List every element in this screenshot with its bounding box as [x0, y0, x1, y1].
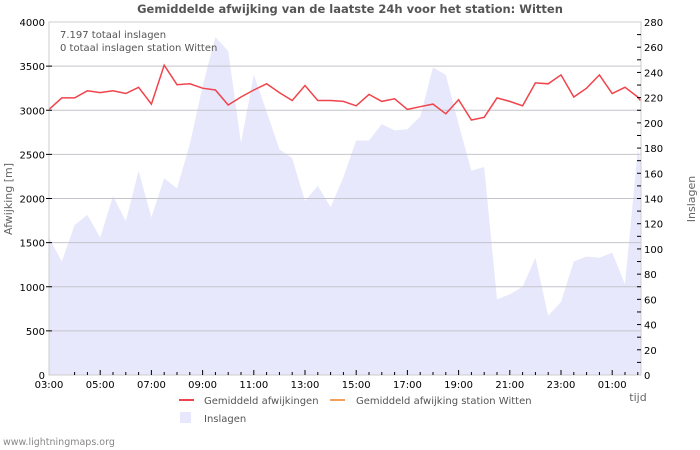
- svg-text:200: 200: [644, 119, 663, 130]
- svg-text:05:00: 05:00: [86, 380, 115, 391]
- svg-text:13:00: 13:00: [291, 380, 320, 391]
- svg-text:3000: 3000: [20, 106, 45, 117]
- svg-text:1500: 1500: [20, 239, 45, 250]
- svg-text:1000: 1000: [20, 283, 45, 294]
- svg-text:180: 180: [644, 144, 663, 155]
- svg-text:15:00: 15:00: [342, 380, 371, 391]
- svg-text:0: 0: [644, 371, 650, 382]
- svg-text:2000: 2000: [20, 195, 45, 206]
- gemiddeld-afwijkingen-line: [48, 63, 642, 121]
- svg-text:260: 260: [644, 43, 663, 54]
- x-axis-label: tijd: [629, 391, 646, 404]
- svg-text:100: 100: [644, 245, 663, 256]
- chart-title: Gemiddelde afwijking van de laatste 24h …: [137, 2, 563, 16]
- svg-text:23:00: 23:00: [547, 380, 576, 391]
- svg-text:500: 500: [26, 327, 45, 338]
- svg-text:120: 120: [644, 220, 663, 231]
- svg-text:20: 20: [644, 346, 657, 357]
- legend-label-station: Gemiddeld afwijking station Witten: [356, 396, 532, 407]
- svg-text:21:00: 21:00: [495, 380, 524, 391]
- svg-text:01:00: 01:00: [598, 380, 627, 391]
- legend-label-inslagen: Inslagen: [204, 414, 246, 425]
- left-axis-label: Afwijking [m]: [2, 163, 15, 235]
- svg-text:60: 60: [644, 295, 657, 306]
- legend-area-icon: [180, 412, 191, 423]
- svg-text:3500: 3500: [20, 62, 45, 73]
- x-axis-ticks: 03:00 05:00 07:00 09:00 11:00 13:00 15:00 17:00…: [35, 370, 639, 391]
- svg-text:40: 40: [644, 321, 657, 332]
- svg-text:220: 220: [644, 94, 663, 105]
- left-axis-ticks: 0 500 1000 1500 2000 2500 3000 3500 4000: [20, 18, 52, 382]
- svg-text:4000: 4000: [20, 18, 45, 29]
- svg-text:280: 280: [644, 18, 663, 29]
- svg-text:80: 80: [644, 270, 657, 281]
- legend: Gemiddeld afwijkingen Gemiddeld afwijkin…: [179, 396, 532, 425]
- svg-text:09:00: 09:00: [188, 380, 217, 391]
- svg-text:2500: 2500: [20, 150, 45, 161]
- svg-text:140: 140: [644, 195, 663, 206]
- svg-text:240: 240: [644, 68, 663, 79]
- svg-text:07:00: 07:00: [137, 380, 166, 391]
- svg-text:19:00: 19:00: [444, 380, 473, 391]
- right-axis-ticks: 0 20 40 60 80 100 120 140 160 180 200 220 240 260 280: [637, 18, 663, 382]
- svg-text:11:00: 11:00: [239, 380, 268, 391]
- right-axis-label: Inslagen: [685, 176, 698, 222]
- svg-text:17:00: 17:00: [393, 380, 422, 391]
- svg-text:0: 0: [39, 371, 45, 382]
- footer-credit: www.lightningmaps.org: [3, 437, 115, 448]
- total-strikes-text: 7.197 totaal inslagen: [60, 30, 166, 41]
- legend-label-main: Gemiddeld afwijkingen: [204, 396, 319, 407]
- station-strikes-text: 0 totaal inslagen station Witten: [60, 43, 217, 54]
- svg-text:160: 160: [644, 169, 663, 180]
- inslagen-area: [49, 37, 641, 375]
- svg-text:03:00: 03:00: [35, 380, 64, 391]
- grid-lines-overlay: [49, 65, 641, 332]
